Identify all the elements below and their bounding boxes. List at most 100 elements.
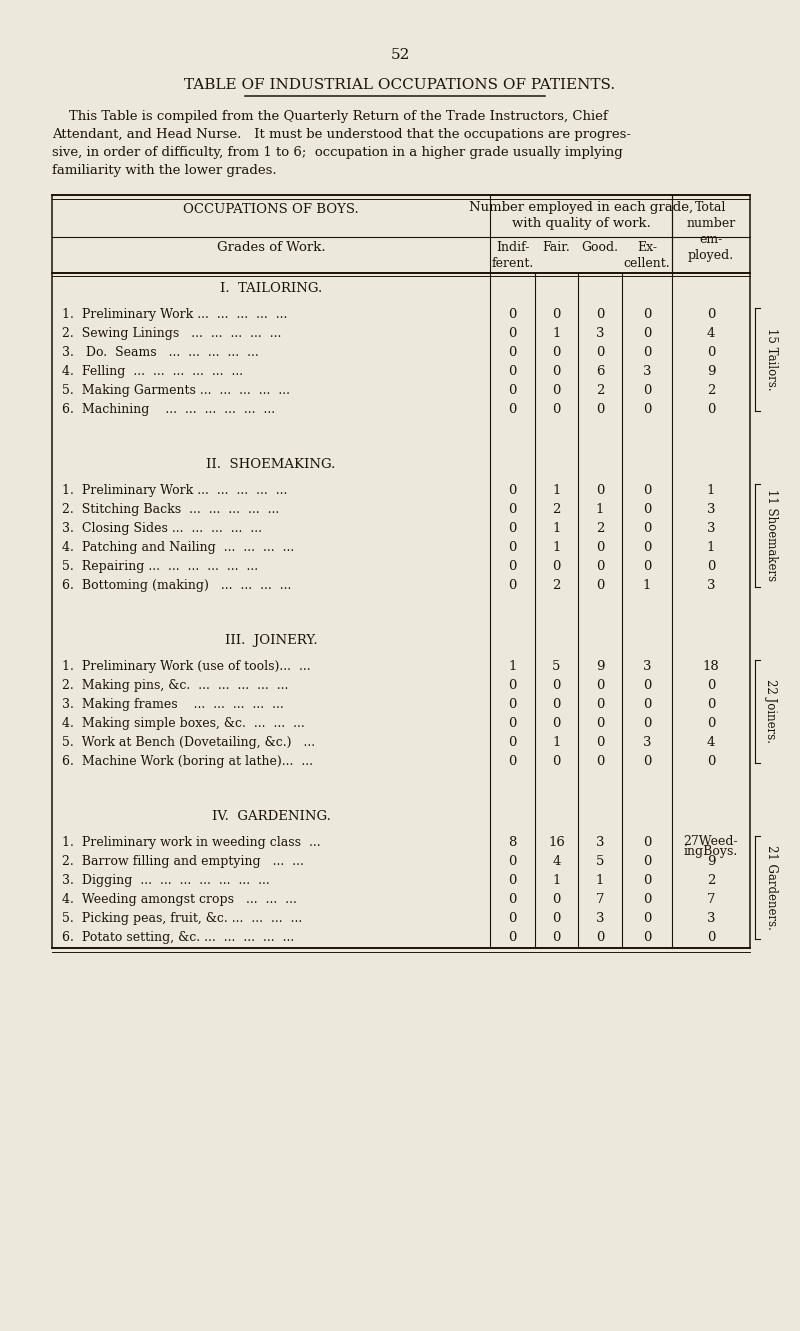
- Text: 0: 0: [552, 365, 561, 378]
- Text: 0: 0: [643, 503, 651, 516]
- Text: 0: 0: [643, 717, 651, 729]
- Text: 0: 0: [508, 327, 517, 339]
- Text: 0: 0: [707, 755, 715, 768]
- Text: 11 Shoemakers: 11 Shoemakers: [765, 490, 778, 582]
- Text: 0: 0: [552, 679, 561, 692]
- Text: 0: 0: [552, 755, 561, 768]
- Text: 2.  Making pins, &c.  ...  ...  ...  ...  ...: 2. Making pins, &c. ... ... ... ... ...: [62, 679, 288, 692]
- Text: 1: 1: [552, 327, 561, 339]
- Text: 0: 0: [552, 893, 561, 906]
- Text: 0: 0: [508, 679, 517, 692]
- Text: 0: 0: [643, 403, 651, 417]
- Text: Fair.: Fair.: [542, 241, 570, 254]
- Text: 2: 2: [596, 522, 604, 535]
- Text: 6.  Bottoming (making)   ...  ...  ...  ...: 6. Bottoming (making) ... ... ... ...: [62, 579, 291, 592]
- Text: 0: 0: [643, 874, 651, 886]
- Text: 3.   Do.  Seams   ...  ...  ...  ...  ...: 3. Do. Seams ... ... ... ... ...: [62, 346, 258, 359]
- Text: 0: 0: [643, 327, 651, 339]
- Text: 9: 9: [596, 660, 604, 673]
- Text: 0: 0: [508, 755, 517, 768]
- Text: 1.  Preliminary Work (use of tools)...  ...: 1. Preliminary Work (use of tools)... ..…: [62, 660, 310, 673]
- Text: 3.  Making frames    ...  ...  ...  ...  ...: 3. Making frames ... ... ... ... ...: [62, 697, 284, 711]
- Text: 0: 0: [508, 503, 517, 516]
- Text: 0: 0: [508, 855, 517, 868]
- Text: 4: 4: [707, 327, 715, 339]
- Text: 0: 0: [508, 874, 517, 886]
- Text: Ex-
cellent.: Ex- cellent.: [624, 241, 670, 270]
- Text: 0: 0: [508, 736, 517, 749]
- Text: 3: 3: [642, 660, 651, 673]
- Text: 0: 0: [707, 403, 715, 417]
- Text: 3: 3: [596, 836, 604, 849]
- Text: 0: 0: [643, 912, 651, 925]
- Text: 0: 0: [596, 346, 604, 359]
- Text: 1: 1: [643, 579, 651, 592]
- Text: 0: 0: [508, 403, 517, 417]
- Text: TABLE OF INDUSTRIAL OCCUPATIONS OF PATIENTS.: TABLE OF INDUSTRIAL OCCUPATIONS OF PATIE…: [185, 79, 615, 92]
- Text: 0: 0: [643, 307, 651, 321]
- Text: 0: 0: [508, 697, 517, 711]
- Text: 0: 0: [596, 697, 604, 711]
- Text: 4.  Patching and Nailing  ...  ...  ...  ...: 4. Patching and Nailing ... ... ... ...: [62, 540, 294, 554]
- Text: 0: 0: [596, 717, 604, 729]
- Text: 8: 8: [508, 836, 517, 849]
- Text: 0: 0: [596, 579, 604, 592]
- Text: 0: 0: [508, 579, 517, 592]
- Text: 1.  Preliminary Work ...  ...  ...  ...  ...: 1. Preliminary Work ... ... ... ... ...: [62, 307, 287, 321]
- Text: 3: 3: [642, 736, 651, 749]
- Text: 0: 0: [643, 679, 651, 692]
- Text: 1: 1: [596, 503, 604, 516]
- Text: 1: 1: [707, 540, 715, 554]
- Text: II.  SHOEMAKING.: II. SHOEMAKING.: [206, 458, 336, 471]
- Text: 3.  Digging  ...  ...  ...  ...  ...  ...  ...: 3. Digging ... ... ... ... ... ... ...: [62, 874, 270, 886]
- Text: 0: 0: [596, 736, 604, 749]
- Text: 0: 0: [552, 346, 561, 359]
- Text: 2: 2: [552, 579, 561, 592]
- Text: 0: 0: [508, 346, 517, 359]
- Text: 0: 0: [552, 560, 561, 574]
- Text: 3: 3: [706, 522, 715, 535]
- Text: 0: 0: [596, 560, 604, 574]
- Text: 5.  Picking peas, fruit, &c. ...  ...  ...  ...: 5. Picking peas, fruit, &c. ... ... ... …: [62, 912, 302, 925]
- Text: 2: 2: [552, 503, 561, 516]
- Text: 0: 0: [707, 697, 715, 711]
- Text: 9: 9: [706, 855, 715, 868]
- Text: 27Weed-: 27Weed-: [684, 835, 738, 848]
- Text: 0: 0: [508, 930, 517, 944]
- Text: 0: 0: [596, 403, 604, 417]
- Text: 3: 3: [596, 912, 604, 925]
- Text: Grades of Work.: Grades of Work.: [217, 241, 326, 254]
- Text: 3: 3: [706, 503, 715, 516]
- Text: sive, in order of difficulty, from 1 to 6;  occupation in a higher grade usually: sive, in order of difficulty, from 1 to …: [52, 146, 622, 158]
- Text: 5.  Work at Bench (Dovetailing, &c.)   ...: 5. Work at Bench (Dovetailing, &c.) ...: [62, 736, 315, 749]
- Text: 1: 1: [552, 484, 561, 496]
- Text: 16: 16: [548, 836, 565, 849]
- Text: 0: 0: [643, 385, 651, 397]
- Text: 0: 0: [552, 930, 561, 944]
- Text: 0: 0: [552, 697, 561, 711]
- Text: III.  JOINERY.: III. JOINERY.: [225, 634, 318, 647]
- Text: 0: 0: [508, 540, 517, 554]
- Text: 2.  Sewing Linings   ...  ...  ...  ...  ...: 2. Sewing Linings ... ... ... ... ...: [62, 327, 282, 339]
- Text: 1: 1: [552, 540, 561, 554]
- Text: ingBoys.: ingBoys.: [684, 845, 738, 858]
- Text: 9: 9: [706, 365, 715, 378]
- Text: 0: 0: [508, 560, 517, 574]
- Text: 0: 0: [552, 912, 561, 925]
- Text: 3: 3: [706, 579, 715, 592]
- Text: 0: 0: [552, 307, 561, 321]
- Text: 0: 0: [508, 912, 517, 925]
- Text: 1.  Preliminary work in weeding class  ...: 1. Preliminary work in weeding class ...: [62, 836, 321, 849]
- Text: 0: 0: [552, 717, 561, 729]
- Text: 0: 0: [643, 346, 651, 359]
- Text: 4.  Felling  ...  ...  ...  ...  ...  ...: 4. Felling ... ... ... ... ... ...: [62, 365, 243, 378]
- Text: Total
number
em-
ployed.: Total number em- ployed.: [686, 201, 736, 262]
- Text: 0: 0: [508, 385, 517, 397]
- Text: 0: 0: [596, 755, 604, 768]
- Text: 0: 0: [596, 679, 604, 692]
- Text: OCCUPATIONS OF BOYS.: OCCUPATIONS OF BOYS.: [183, 204, 359, 216]
- Text: This Table is compiled from the Quarterly Return of the Trade Instructors, Chief: This Table is compiled from the Quarterl…: [52, 110, 608, 122]
- Text: 0: 0: [596, 930, 604, 944]
- Text: 0: 0: [643, 836, 651, 849]
- Text: 2: 2: [707, 385, 715, 397]
